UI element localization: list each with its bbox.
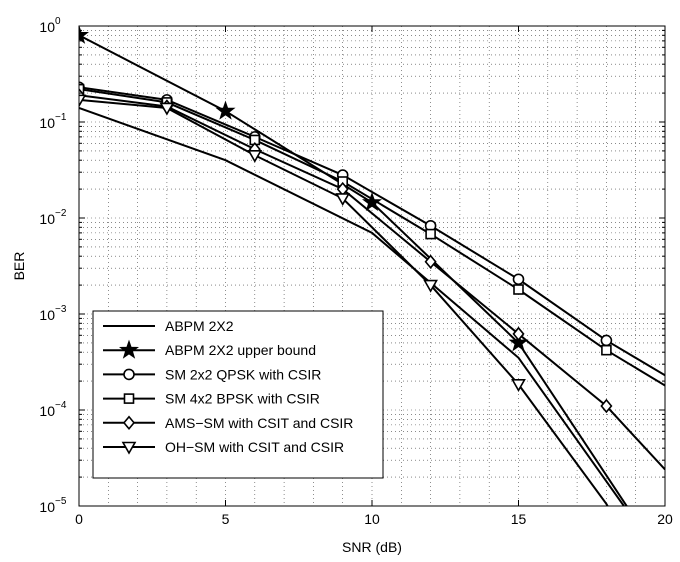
series-0 [79,107,626,506]
x-tick-label: 20 [657,511,673,527]
x-tick-label: 15 [511,511,527,527]
y-tick-base: 10 [39,403,55,419]
y-tick-exponent: −2 [55,208,67,219]
star-marker [361,191,383,212]
x-tick-label: 10 [364,511,380,527]
circle-marker [600,334,613,347]
legend-entry: OH−SM with CSIT and CSIR [103,439,344,455]
diamond-marker [122,415,136,431]
legend-label: ABPM 2X2 [165,318,234,334]
diamond-marker [512,326,525,342]
series-3 [79,83,665,387]
square-marker [123,393,135,404]
y-tick-exponent: −4 [55,400,67,411]
legend-label: OH−SM with CSIT and CSIR [165,439,344,455]
y-tick-base: 10 [39,499,55,515]
y-tick-label: 10 −4 [39,400,66,419]
x-axis-label: SNR (dB) [342,539,402,555]
series-5 [79,94,609,506]
y-tick-exponent: −3 [55,304,67,315]
legend-label: AMS−SM with CSIT and CSIR [165,415,353,431]
legend-label: SM 2x2 QPSK with CSIR [165,366,321,382]
y-tick-label: 10 −3 [39,304,66,323]
triangle-down-marker [511,379,526,392]
y-tick-label: 10 −2 [39,208,66,227]
square-marker [79,83,85,95]
diamond-marker [424,254,437,270]
y-tick-base: 10 [39,19,55,35]
star-marker [118,339,140,359]
circle-marker [123,368,135,381]
grid-lines [79,26,665,506]
y-tick-exponent: −1 [55,112,67,123]
y-tick-base: 10 [39,211,55,227]
x-tick-label: 5 [222,511,230,527]
series-1 [79,26,628,506]
triangle-down-marker [335,193,351,207]
y-tick-label: 10 −5 [39,496,66,515]
series-line [79,94,665,471]
series-line [79,86,665,377]
legend-entry: SM 2x2 QPSK with CSIR [103,366,321,382]
triangle-down-marker [159,102,175,116]
square-marker [513,284,524,295]
y-tick-base: 10 [39,115,55,131]
legend: ABPM 2X2 ABPM 2X2 upper bound SM 2x2 QPSK … [92,310,384,479]
diamond-marker [600,398,613,414]
star-marker [215,100,236,120]
x-tick-label: 0 [75,511,83,527]
y-tick-exponent: 0 [55,16,61,27]
legend-label: SM 4x2 BPSK with CSIR [165,391,320,407]
plot-area [79,26,665,506]
series-line [79,107,626,506]
y-tick-label: 10 0 [39,16,61,35]
triangle-down-marker [79,94,87,108]
star-marker [79,26,90,44]
legend-entry: ABPM 2X2 upper bound [103,339,316,359]
series-line [79,88,665,387]
legend-entry: AMS−SM with CSIT and CSIR [103,415,353,431]
square-marker [601,344,612,356]
triangle-down-marker [121,441,137,455]
legend-entry: SM 4x2 BPSK with CSIR [103,391,320,407]
square-marker [425,228,436,240]
y-tick-label: 10 −1 [39,112,66,131]
triangle-down-marker [247,149,263,163]
legend-label: ABPM 2X2 upper bound [165,342,316,358]
y-tick-base: 10 [39,307,55,323]
circle-marker [512,273,525,286]
legend-entry: ABPM 2X2 [103,318,234,334]
series-line [79,98,609,506]
legend-box [92,310,384,479]
y-tick-exponent: −5 [55,496,67,507]
y-axis-label: BER [11,252,27,281]
triangle-down-marker [423,279,438,293]
